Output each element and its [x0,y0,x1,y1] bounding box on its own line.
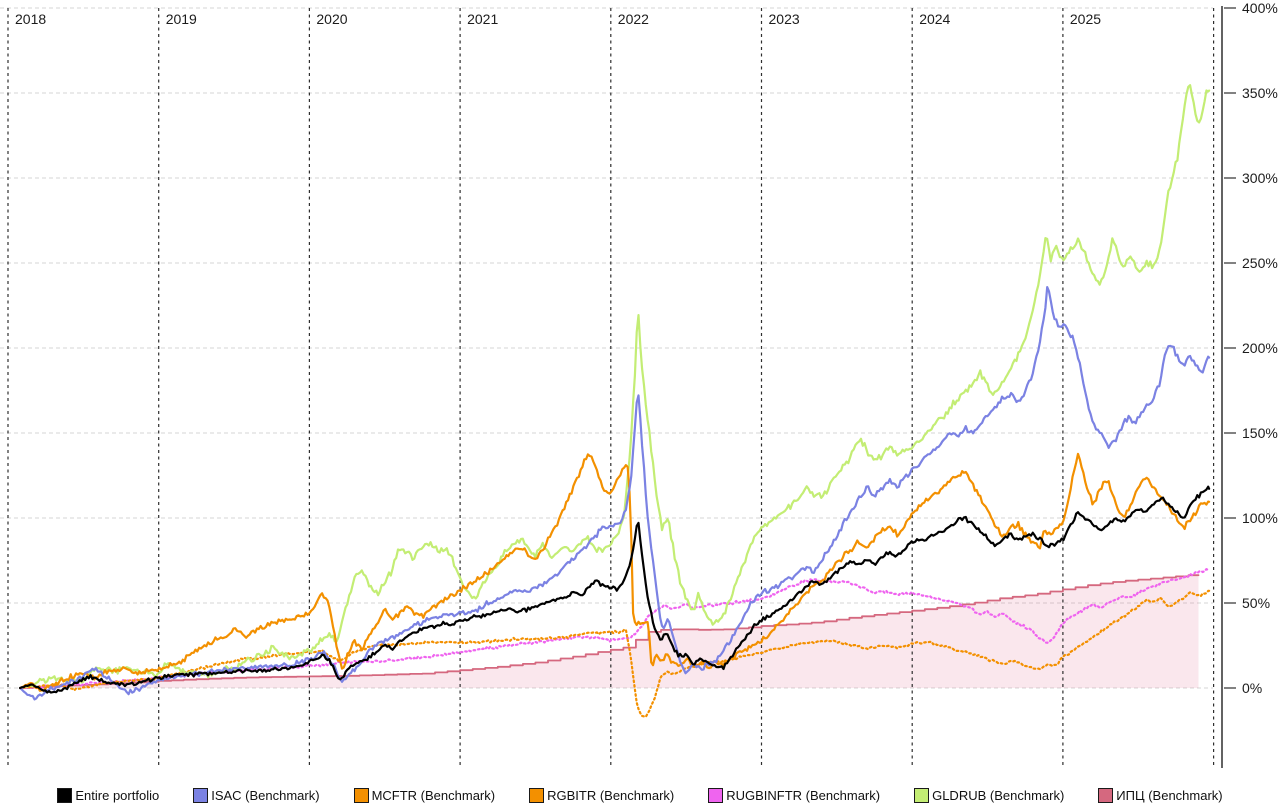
legend-item-ipc[interactable]: ИПЦ (Benchmark) [1098,788,1223,803]
legend-label-rgbitr: RGBITR (Benchmark) [547,788,675,803]
x-axis-year-label: 2025 [1070,11,1101,27]
x-axis-year-label: 2020 [316,11,347,27]
legend-label-rugbinftr: RUGBINFTR (Benchmark) [726,788,881,803]
legend: Entire portfolio ISAC (Benchmark) MCFTR (B… [0,788,1280,803]
series-line-rgbitr [19,589,1211,718]
cpi-area-fill [20,575,1199,688]
legend-item-mcftr[interactable]: MCFTR (Benchmark) [353,788,496,803]
legend-swatch-mcftr [353,788,369,803]
legend-label-ipc: ИПЦ (Benchmark) [1116,788,1223,803]
y-axis-tick-label: 250% [1242,255,1278,271]
y-axis-tick-label: 100% [1242,510,1278,526]
series-line-mcftr [19,452,1211,692]
legend-swatch-gldrub [914,788,930,803]
series-area-ipc [20,575,1199,688]
legend-item-rgbitr[interactable]: RGBITR (Benchmark) [529,788,674,803]
y-axis-tick-label: 150% [1242,425,1278,441]
series-line-entire-portfolio [19,485,1211,694]
legend-swatch-isac [193,788,209,803]
x-axis-year-label: 2019 [166,11,197,27]
legend-swatch-entire-portfolio [57,788,73,803]
legend-item-isac[interactable]: ISAC (Benchmark) [193,788,320,803]
x-axis-year-label: 2018 [15,11,46,27]
x-axis-year-label: 2024 [919,11,950,27]
legend-item-gldrub[interactable]: GLDRUB (Benchmark) [914,788,1064,803]
series-line-isac [19,286,1211,701]
y-axis-tick-label: 200% [1242,340,1278,356]
x-axis-year-label: 2021 [467,11,498,27]
legend-swatch-rugbinftr [708,788,724,803]
legend-item-entire-portfolio[interactable]: Entire portfolio [57,788,159,803]
legend-label-gldrub: GLDRUB (Benchmark) [932,788,1065,803]
gridlines-horizontal [0,7,1213,689]
series-lines [19,84,1211,718]
y-axis-tick-label: 400% [1242,0,1278,16]
y-axis-tick-label: 0% [1242,680,1262,696]
y-axis: 0% 50% 100% 150% 200% 250% 300% 350% 400% [1221,0,1278,768]
legend-label-entire-portfolio: Entire portfolio [75,788,160,803]
legend-swatch-rgbitr [529,788,545,803]
legend-label-mcftr: MCFTR (Benchmark) [371,788,496,803]
y-axis-tick-label: 50% [1242,595,1270,611]
y-axis-tick-label: 350% [1242,85,1278,101]
legend-item-rugbinftr[interactable]: RUGBINFTR (Benchmark) [708,788,880,803]
legend-swatch-ipc [1098,788,1114,803]
x-axis-year-label: 2023 [769,11,800,27]
y-axis-tick-label: 300% [1242,170,1278,186]
x-axis-year-label: 2022 [618,11,649,27]
legend-label-isac: ISAC (Benchmark) [211,788,320,803]
series-line-ipc [19,574,1200,689]
gridlines-vertical: 2018 2019 2020 2021 2022 2023 2024 2025 [7,8,1215,768]
